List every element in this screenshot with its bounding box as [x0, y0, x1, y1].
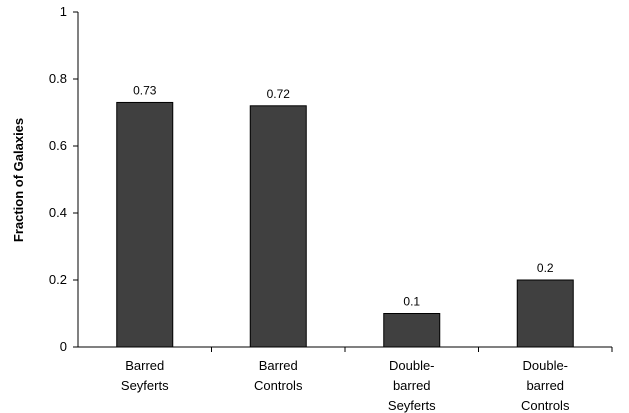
bars-group: [116, 101, 574, 348]
x-tick-label: Barred: [125, 358, 164, 373]
x-tick-label: barred: [526, 378, 564, 393]
y-tick-label: 0.8: [49, 71, 67, 86]
axes-group: [73, 11, 613, 352]
y-tick-label: 1: [60, 4, 67, 19]
data-label: 0.73: [133, 83, 157, 97]
x-tick-label: Double-: [522, 358, 568, 373]
bar: [516, 279, 574, 348]
x-tick-label: Double-: [389, 358, 435, 373]
labels-group: 0 0.2 0.4 0.6 0.8 1 0.73 Barred Seyferts 0.72 Barr…: [49, 4, 570, 413]
x-tick-label: Seyferts: [121, 378, 169, 393]
bar: [249, 105, 307, 348]
x-tick-label: Controls: [521, 398, 570, 413]
x-tick-label: Seyferts: [388, 398, 436, 413]
y-tick-label: 0: [60, 339, 67, 354]
data-label: 0.1: [403, 295, 420, 309]
x-tick-label: barred: [393, 378, 431, 393]
bar: [116, 101, 174, 348]
data-label: 0.2: [537, 261, 554, 275]
y-axis-title: Fraction of Galaxies: [11, 118, 26, 242]
y-tick-label: 0.2: [49, 272, 67, 287]
y-tick-label: 0.4: [49, 205, 67, 220]
y-tick-label: 0.6: [49, 138, 67, 153]
data-label: 0.72: [267, 87, 291, 101]
bar: [383, 313, 441, 348]
x-tick-label: Barred: [259, 358, 298, 373]
x-tick-label: Controls: [254, 378, 303, 393]
